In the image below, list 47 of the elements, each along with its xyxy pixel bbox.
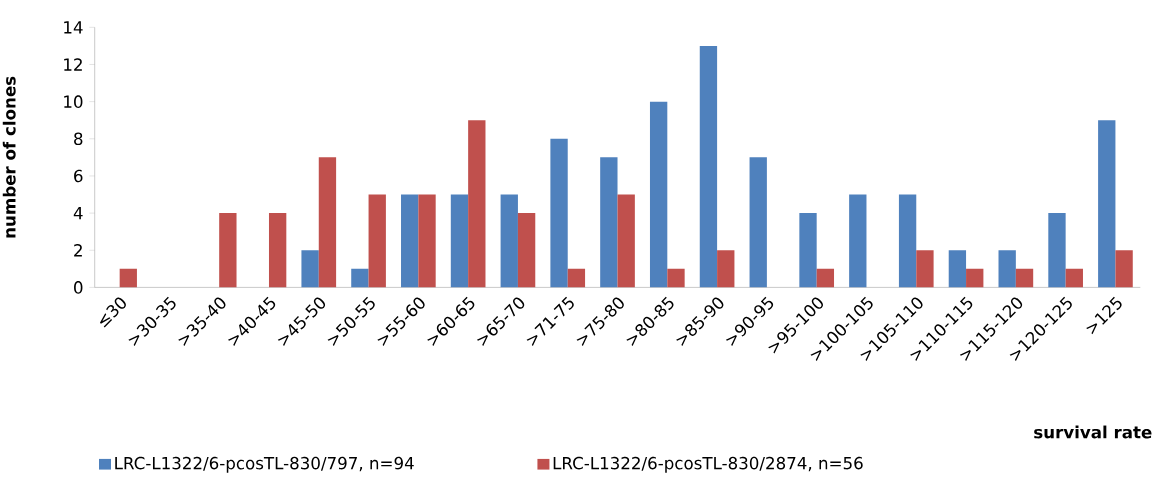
bar <box>1015 268 1034 288</box>
bar <box>368 194 386 288</box>
bar <box>649 101 668 288</box>
bar <box>699 45 718 288</box>
y-tick-label: 10 <box>64 95 83 108</box>
bar <box>998 250 1016 288</box>
bar <box>567 268 586 288</box>
y-tick-label: 0 <box>74 281 83 294</box>
y-tick-label: 4 <box>73 206 83 220</box>
bar <box>418 194 436 288</box>
bar <box>717 250 735 288</box>
y-tick-label: 14 <box>64 21 83 34</box>
bar <box>1065 268 1083 288</box>
bar <box>219 213 237 288</box>
bar <box>351 268 369 288</box>
bar <box>916 250 934 288</box>
y-tick-label: 12 <box>64 58 82 71</box>
bar <box>517 213 536 288</box>
legend-label: LRC-L1322/6-pcosTL-830/797, n=94 <box>115 456 414 473</box>
bar <box>667 268 685 288</box>
bar <box>799 213 817 288</box>
bar <box>749 157 767 288</box>
bar <box>816 268 835 288</box>
legend-label: LRC-L1322/6-pcosTL-830/2874, n=56 <box>553 456 863 473</box>
bar <box>401 194 419 288</box>
bar <box>948 250 967 288</box>
x-axis-title: survival rate <box>1034 425 1152 439</box>
bar <box>268 213 287 288</box>
bar <box>301 250 319 288</box>
bar <box>500 194 518 288</box>
y-tick-label: 6 <box>74 169 83 183</box>
bar <box>1048 213 1066 288</box>
bar <box>1115 250 1133 288</box>
bar <box>318 157 337 288</box>
bar <box>600 157 618 288</box>
y-axis-title: number of clones <box>2 76 16 238</box>
bar <box>898 194 917 288</box>
bar <box>617 194 635 288</box>
bar <box>450 194 469 288</box>
y-tick-label: 8 <box>74 132 83 146</box>
bar <box>849 194 867 288</box>
bar <box>1098 120 1116 288</box>
bar <box>966 268 984 288</box>
bar <box>468 120 486 288</box>
bar <box>550 138 568 288</box>
bar <box>119 268 137 288</box>
y-tick-label: 2 <box>74 243 82 257</box>
